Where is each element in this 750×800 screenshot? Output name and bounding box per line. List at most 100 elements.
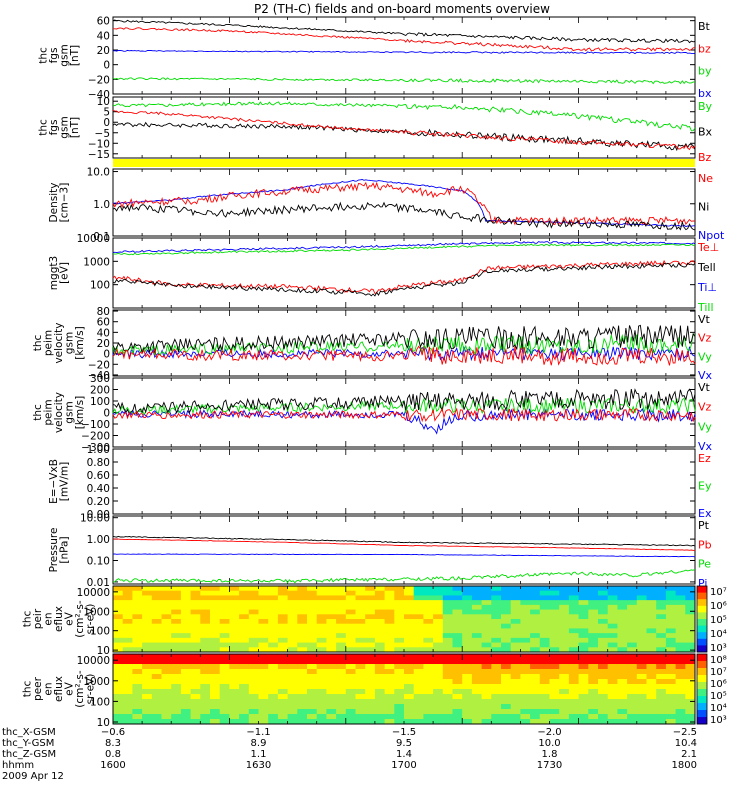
y-tick-label: 10.0	[87, 167, 110, 179]
spectrogram-cell	[326, 659, 337, 665]
y-axis-label-line: gsm	[58, 116, 70, 138]
spectrogram-cell	[180, 669, 192, 675]
spectrogram-cell	[287, 609, 298, 615]
y-axis-label-line: eV	[64, 681, 76, 695]
spectrogram-cell	[297, 709, 308, 715]
spectrogram-cell	[365, 642, 376, 648]
spectrogram-cell	[578, 614, 589, 620]
spectrogram-cell	[607, 684, 618, 690]
spectrogram-cell	[307, 654, 318, 660]
spectrogram-cell	[568, 704, 580, 710]
spectrogram-cell	[229, 684, 240, 690]
spectrogram-cell	[491, 674, 502, 680]
legend-bz: Bz	[698, 151, 712, 164]
spectrogram-cell	[161, 664, 172, 670]
colorbar-segment	[697, 592, 707, 600]
spectrogram-cell	[617, 714, 628, 720]
spectrogram-cell	[355, 647, 366, 653]
spectrogram-cell	[636, 600, 647, 606]
spectrogram-cell	[559, 614, 570, 620]
spectrogram-cell	[210, 619, 221, 625]
spectrogram-cell	[462, 669, 473, 675]
spectrogram-cell	[229, 704, 240, 710]
colorbar-segment	[697, 661, 707, 669]
spectrogram-cell	[471, 654, 483, 660]
spectrogram-cell	[122, 590, 133, 596]
spectrogram-cell	[336, 604, 347, 611]
spectrogram-cell	[607, 647, 618, 653]
spectrogram-cell	[297, 647, 308, 653]
spectrogram-cell	[665, 633, 677, 639]
spectrogram-cell	[297, 684, 308, 690]
spectrogram-cell	[471, 637, 483, 644]
spectrogram-cell	[248, 694, 259, 700]
spectrogram-cell	[210, 694, 221, 700]
spectrogram-cell	[491, 609, 502, 615]
spectrogram-cell	[297, 628, 308, 634]
legend-vt: Vt	[698, 313, 711, 326]
spectrogram-cell	[180, 679, 192, 685]
spectrogram-cell	[171, 637, 182, 644]
spectrogram-cell	[607, 595, 618, 601]
spectrogram-cell	[258, 669, 269, 675]
spectrogram-cell	[394, 637, 405, 644]
spectrogram-cell	[510, 654, 521, 660]
spectrogram-cell	[384, 704, 395, 710]
spectrogram-cell	[229, 628, 240, 634]
spectrogram-cell	[122, 704, 133, 710]
spectrogram-cell	[345, 633, 356, 639]
spectrogram-cell	[142, 637, 153, 644]
spectrogram-cell	[413, 719, 424, 725]
spectrogram-cell	[568, 609, 580, 615]
spectrogram-cell	[559, 704, 570, 710]
spectrogram-cell	[501, 642, 512, 648]
spectrogram-cell	[404, 619, 415, 625]
spectrogram-cell	[627, 590, 638, 596]
spectrogram-cell	[675, 637, 686, 644]
spectrogram-cell	[316, 674, 327, 680]
spectrogram-cell	[113, 642, 124, 648]
spectrogram-cell	[210, 604, 221, 611]
spectrogram-cell	[200, 694, 211, 700]
spectrogram-cell	[530, 664, 541, 670]
spectrogram-cell	[646, 600, 657, 606]
spectrogram-cell	[607, 654, 618, 660]
spectrogram-cell	[239, 719, 250, 725]
spectrogram-cell	[685, 633, 696, 639]
y-axis-label-line: thc	[37, 119, 49, 136]
spectrogram-cell	[297, 664, 308, 670]
spectrogram-cell	[501, 689, 512, 695]
spectrogram-cell	[491, 586, 502, 592]
electron-spectrogram-cells	[113, 654, 696, 725]
spectrogram-cell	[384, 590, 395, 596]
spectrogram-cell	[355, 669, 366, 675]
spectrogram-cell	[122, 595, 133, 601]
spectrogram-cell	[365, 633, 376, 639]
spectrogram-cell	[675, 699, 686, 705]
spectrogram-cell	[568, 699, 580, 705]
spectrogram-cell	[549, 654, 560, 660]
spectrogram-cell	[132, 623, 143, 629]
spectrogram-cell	[316, 637, 327, 644]
y-tick-label: 1.00	[87, 444, 110, 456]
legend-ni: Ni	[698, 201, 709, 214]
spectrogram-cell	[200, 647, 211, 653]
spectrogram-cell	[452, 619, 463, 625]
spectrogram-cell	[627, 642, 638, 648]
spectrogram-cell	[268, 586, 279, 592]
spectrogram-cell	[656, 604, 667, 611]
spectrogram-cell	[588, 647, 599, 653]
footer-value: 8.3	[105, 738, 121, 749]
spectrogram-cell	[433, 619, 444, 625]
spectrogram-cell	[675, 654, 686, 660]
spectrogram-cell	[433, 659, 444, 665]
spectrogram-cell	[355, 674, 366, 680]
spectrogram-cell	[646, 623, 657, 629]
spectrogram-cell	[180, 600, 192, 606]
spectrogram-cell	[239, 679, 250, 685]
spectrogram-cell	[404, 659, 415, 665]
spectrogram-cell	[665, 647, 677, 653]
spectrogram-cell	[607, 714, 618, 720]
spectrogram-cell	[452, 669, 463, 675]
spectrogram-cell	[268, 679, 279, 685]
